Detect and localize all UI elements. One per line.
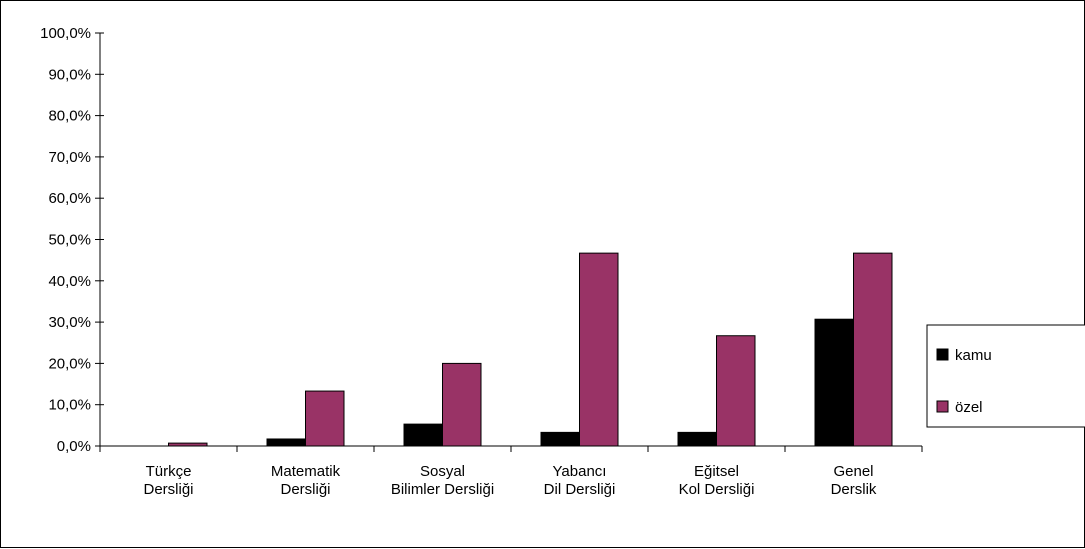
x-category-label-line: Dil Dersliği <box>544 481 616 498</box>
y-tick-label: 0,0% <box>57 438 91 455</box>
y-tick-label: 10,0% <box>48 397 91 414</box>
legend-label: kamu <box>955 347 992 364</box>
y-axis: 0,0% 10,0% 20,0% 30,0% 40,0% 50,0% 60,0% 70,0% 8… <box>40 25 104 455</box>
x-category-label-line: Derslik <box>831 481 877 498</box>
x-category-label: Türkçe Dersliği <box>143 463 193 498</box>
x-category-label-line: Bilimler Dersliği <box>391 481 494 498</box>
legend-box <box>926 324 1085 428</box>
x-category-label-line: Dersliği <box>280 481 330 498</box>
y-tick-label: 70,0% <box>48 149 91 166</box>
bar-zel <box>579 252 619 447</box>
bar-kamu <box>540 431 580 447</box>
y-tick-label: 90,0% <box>48 66 91 83</box>
y-tick-label: 50,0% <box>48 232 91 249</box>
legend: kamu özel <box>926 324 1085 428</box>
x-category-label-line: Türkçe <box>146 463 192 480</box>
bar-zel <box>853 252 893 447</box>
x-category-label-line: Sosyal <box>420 463 465 480</box>
y-tick-label: 30,0% <box>48 314 91 331</box>
y-tick-label: 20,0% <box>48 355 91 372</box>
bar-zel <box>442 362 482 447</box>
y-tick-label: 40,0% <box>48 273 91 290</box>
x-category-label-line: Yabancı <box>553 463 607 480</box>
bar-kamu <box>677 431 717 447</box>
x-category-label: Genel Derslik <box>831 463 877 498</box>
x-category-label-line: Dersliği <box>143 481 193 498</box>
bar-kamu <box>266 438 306 447</box>
x-category-label-line: Genel <box>833 463 873 480</box>
y-tick-label: 60,0% <box>48 190 91 207</box>
x-category-label-line: Kol Dersliği <box>679 481 755 498</box>
x-category-label-line: Matematik <box>271 463 341 480</box>
x-category-label: Yabancı Dil Dersliği <box>544 463 616 498</box>
x-category-label: Matematik Dersliği <box>271 463 341 498</box>
legend-swatch <box>936 348 949 361</box>
legend-label: özel <box>955 399 983 416</box>
bar-kamu <box>814 318 854 447</box>
bar-zel <box>716 335 756 447</box>
bar-kamu <box>403 423 443 447</box>
y-tick-label: 100,0% <box>40 25 91 42</box>
bars <box>168 252 893 447</box>
bar-zel <box>305 390 345 447</box>
legend-swatch <box>936 400 949 413</box>
bar-zel <box>168 442 208 447</box>
x-category-label: Sosyal Bilimler Dersliği <box>391 463 494 498</box>
x-category-label: Eğitsel Kol Dersliği <box>679 463 755 498</box>
x-category-label-line: Eğitsel <box>694 463 739 480</box>
y-tick-label: 80,0% <box>48 108 91 125</box>
